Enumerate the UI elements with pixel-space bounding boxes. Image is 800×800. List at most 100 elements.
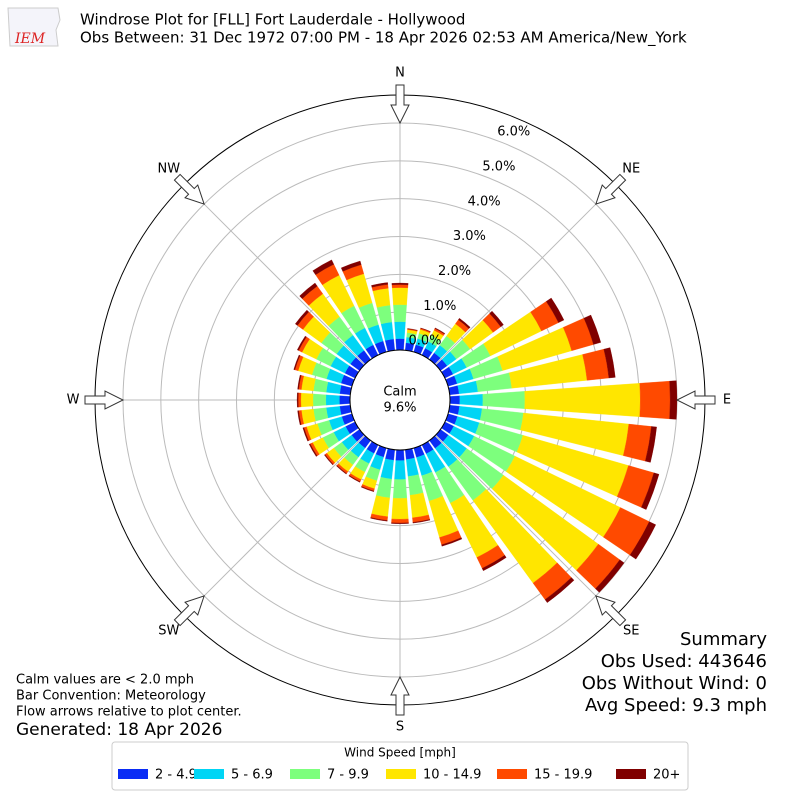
r-tick-label: 2.0% <box>438 264 471 279</box>
wedge <box>458 318 471 329</box>
arrow-shape <box>595 595 627 627</box>
wedge <box>302 427 309 442</box>
wedge <box>370 517 388 522</box>
direction-label: NE <box>622 161 640 176</box>
wedge <box>324 454 334 466</box>
wedge <box>583 314 601 345</box>
wedge <box>394 460 406 480</box>
legend-label: 7 - 9.9 <box>327 768 369 783</box>
wedge <box>669 380 678 420</box>
wedge <box>297 410 302 426</box>
wedge <box>459 394 484 406</box>
r-tick-label: 6.0% <box>497 125 530 140</box>
wedge <box>481 555 507 571</box>
wedge <box>544 577 575 603</box>
wedge <box>441 537 463 547</box>
r-tick-label: 0.0% <box>408 334 441 349</box>
wedge <box>391 522 409 524</box>
compass-arrow <box>173 595 205 627</box>
wedge <box>645 426 657 463</box>
wedge <box>340 260 362 272</box>
arrow-shape <box>675 390 716 410</box>
legend-title: Wind Speed [mph] <box>344 746 456 760</box>
wedge <box>449 395 460 405</box>
wedge <box>297 374 302 390</box>
wedge <box>293 354 301 371</box>
chart-subtitle: Obs Between: 31 Dec 1972 07:00 PM - 18 A… <box>80 29 687 48</box>
compass-arrow <box>390 675 410 716</box>
wedge <box>603 347 616 379</box>
direction-label: N <box>395 66 405 81</box>
legend-label: 20+ <box>653 768 680 783</box>
wedge <box>339 395 351 405</box>
grid-spoke <box>435 183 617 365</box>
wedge <box>348 475 361 483</box>
note: Bar Convention: Meteorology <box>16 689 206 704</box>
grid-spoke <box>435 435 617 617</box>
wedge <box>639 380 671 420</box>
wedge <box>629 521 656 560</box>
calm-value: 9.6% <box>383 401 416 416</box>
wedge <box>336 465 347 475</box>
wedge <box>299 282 318 299</box>
note: Calm values are < 2.0 mph <box>16 673 194 688</box>
arrow-shape <box>390 84 410 125</box>
wedge <box>391 287 409 305</box>
compass-arrow <box>675 390 716 410</box>
legend-swatch <box>386 769 416 779</box>
wedge <box>371 282 389 288</box>
calm-circle <box>349 349 451 451</box>
wedge <box>489 310 504 328</box>
direction-label: NW <box>157 161 180 176</box>
direction-label: W <box>67 393 80 408</box>
wedge <box>298 392 302 408</box>
wedge <box>312 259 334 276</box>
wedge <box>325 394 340 406</box>
r-tick-label: 1.0% <box>423 299 456 314</box>
legend-label: 10 - 14.9 <box>423 768 481 783</box>
wedge <box>395 449 405 461</box>
direction-label: SE <box>623 624 639 639</box>
compass-arrow <box>390 84 410 125</box>
legend-swatch <box>497 769 527 779</box>
wedge <box>300 392 314 408</box>
wedge <box>391 284 409 289</box>
logo-shape <box>7 7 61 47</box>
wedge <box>394 321 406 339</box>
wedge <box>420 327 431 333</box>
compass-arrow <box>173 173 205 205</box>
r-tick-label: 4.0% <box>468 194 501 209</box>
legend-swatch <box>616 769 646 779</box>
summary-line: Avg Speed: 9.3 mph <box>585 695 767 716</box>
wedge <box>308 443 318 457</box>
note: Flow arrows relative to plot center. <box>16 705 242 720</box>
arrow-shape <box>390 675 410 716</box>
wedge <box>312 393 327 407</box>
grid-spoke <box>183 183 365 365</box>
summary-line: Summary <box>680 629 767 650</box>
wedge <box>395 338 405 351</box>
direction-label: S <box>396 720 404 735</box>
arrow-shape <box>173 595 205 627</box>
chart-title: Windrose Plot for [FLL] Fort Lauderdale … <box>80 11 465 29</box>
arrow-shape <box>595 173 627 205</box>
legend-box <box>111 741 689 791</box>
r-tick-label: 3.0% <box>453 229 486 244</box>
legend: 2 - 4.9 5 - 6.9 7 - 9.9 10 - 14.9 15 - 19.9 2… <box>118 768 680 783</box>
logo-text: IEM <box>14 31 46 47</box>
r-tick-label: 5.0% <box>482 159 515 174</box>
wedge <box>412 519 431 524</box>
wedge <box>641 472 660 510</box>
wedge <box>595 559 625 593</box>
legend-swatch <box>194 769 224 779</box>
legend-label: 5 - 6.9 <box>231 768 273 783</box>
wedge <box>393 304 407 322</box>
arrow-shape <box>173 173 205 205</box>
wedge <box>392 479 408 499</box>
direction-label: SW <box>158 624 179 639</box>
arrow-shape <box>84 390 125 410</box>
wedge <box>296 392 299 408</box>
wedge <box>434 327 446 335</box>
legend-label: 15 - 19.9 <box>534 768 592 783</box>
